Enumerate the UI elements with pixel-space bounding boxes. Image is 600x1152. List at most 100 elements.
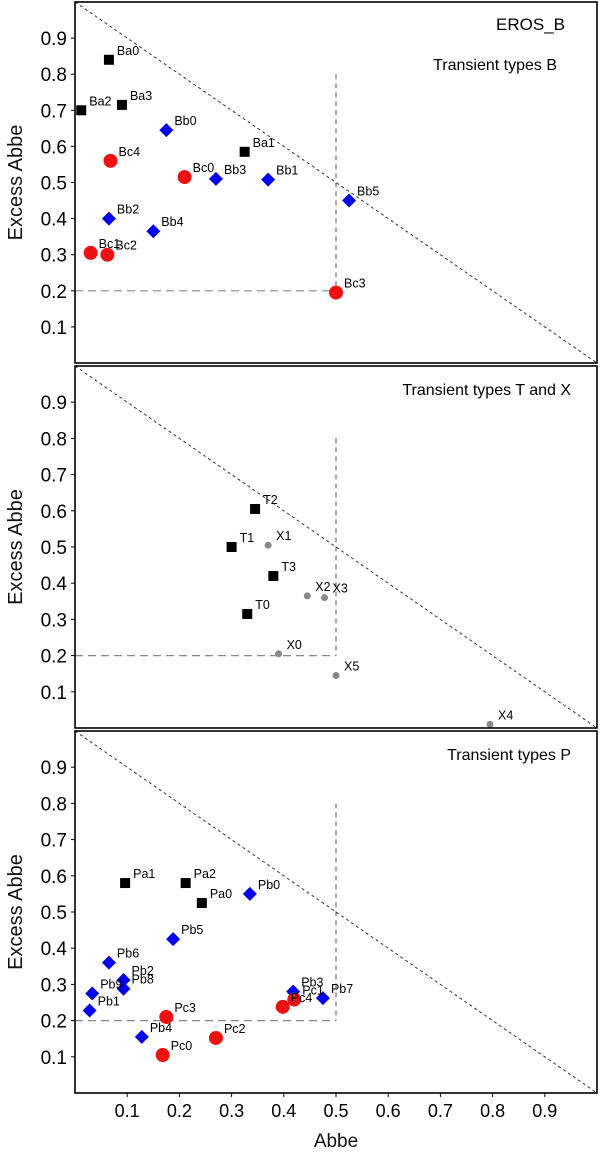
square-marker <box>239 146 250 157</box>
diamond-marker <box>82 1003 97 1018</box>
x-tick-label: 0.3 <box>219 1101 244 1121</box>
y-tick-label: 0.9 <box>41 758 67 779</box>
y-tick-label: 0.7 <box>41 466 67 487</box>
x-tick-label: 0.2 <box>167 1101 192 1121</box>
panel-2: 0.1 0.2 0.3 0.4 0.5 0.6 0.7 0.8 0.9 Excess Abbe Tr… <box>5 365 598 729</box>
square-marker <box>196 897 207 908</box>
point-label: Pb8 <box>132 973 154 987</box>
y-tick-label: 0.1 <box>41 683 67 704</box>
point-label: Pa1 <box>133 867 155 881</box>
diamond-marker <box>315 991 330 1006</box>
plot-frame <box>74 1 598 364</box>
point-label: Bb5 <box>357 185 379 199</box>
y-tick-label: 0.1 <box>41 1048 67 1069</box>
point-label: Pc2 <box>224 1022 246 1036</box>
y-tick-label: 0.4 <box>41 210 68 231</box>
diagonal-reference-line <box>74 1 598 364</box>
x-tick-label: 0.1 <box>115 1101 140 1121</box>
diamond-marker <box>208 171 223 186</box>
y-tick-label: 0.8 <box>41 65 67 86</box>
circle-marker <box>329 285 343 300</box>
dot-marker <box>275 650 283 658</box>
square-marker <box>180 878 191 889</box>
circle-marker <box>83 245 98 260</box>
circle-marker <box>159 1009 174 1024</box>
point-label: X5 <box>344 660 359 674</box>
point-label: Pb3 <box>301 976 323 990</box>
circle-marker <box>177 170 192 185</box>
x-tick-label: 0.9 <box>532 1101 557 1121</box>
circle-marker <box>287 992 302 1007</box>
y-axis-label: Excess Abbe <box>5 489 27 605</box>
point-label: Ba3 <box>130 89 152 103</box>
y-axis-label: Excess Abbe <box>5 854 27 970</box>
point-label: Bb0 <box>174 114 196 128</box>
y-tick-label: 0.4 <box>41 939 68 960</box>
point-label: X4 <box>498 708 513 722</box>
point-label: T3 <box>281 560 296 574</box>
y-tick-label: 0.8 <box>41 429 67 450</box>
panel-subtitle: Transient types T and X <box>402 382 571 399</box>
diamond-marker <box>116 981 131 996</box>
y-tick-label: 0.5 <box>41 538 67 559</box>
y-tick-label: 0.6 <box>41 137 67 158</box>
point-label: Pb1 <box>98 994 120 1008</box>
point-label: T2 <box>263 493 278 507</box>
point-label: Pb4 <box>150 1021 172 1035</box>
y-tick-label: 0.7 <box>41 101 67 122</box>
point-label: X2 <box>315 580 330 594</box>
y-tick-label: 0.6 <box>41 867 67 888</box>
point-label: Pa2 <box>194 867 216 881</box>
point-label: Pb7 <box>331 982 353 996</box>
point-label: Pc1 <box>302 984 324 998</box>
square-marker <box>250 503 261 514</box>
y-axis-label: Excess Abbe <box>5 125 27 241</box>
diamond-marker <box>146 224 161 239</box>
diamond-marker <box>166 932 181 947</box>
diamond-marker <box>261 172 276 187</box>
dot-marker <box>321 594 329 602</box>
point-label: Ba0 <box>117 44 139 58</box>
point-label: Bb2 <box>117 203 139 217</box>
plot-frame <box>74 365 598 729</box>
point-label: Bc2 <box>115 239 137 253</box>
square-marker <box>268 570 279 581</box>
dot-marker <box>264 541 272 549</box>
square-marker <box>103 54 114 65</box>
square-marker <box>120 878 131 889</box>
y-tick-label: 0.4 <box>41 574 68 595</box>
panel-subtitle: Transient types P <box>447 747 571 764</box>
point-label: Bc1 <box>99 237 121 251</box>
chart-title: EROS_B <box>496 15 565 34</box>
diagonal-reference-line <box>74 365 598 729</box>
diamond-marker <box>134 1029 149 1044</box>
panel-subtitle: Transient types B <box>433 57 557 74</box>
x-tick-label: 0.4 <box>271 1101 296 1121</box>
point-label: Bc0 <box>193 161 215 175</box>
circle-marker <box>208 1030 223 1045</box>
x-tick-label: 0.7 <box>428 1101 453 1121</box>
y-tick-label: 0.3 <box>41 610 67 631</box>
point-label: Bc4 <box>118 145 140 159</box>
point-label: Pb2 <box>132 964 154 978</box>
point-label: X3 <box>333 582 348 596</box>
diamond-marker <box>342 193 357 208</box>
x-axis-label: Abbe <box>314 1131 358 1152</box>
circle-marker <box>100 247 115 262</box>
point-label: Pc4 <box>291 991 313 1005</box>
x-tick-label: 0.6 <box>376 1101 401 1121</box>
circle-marker <box>103 153 118 168</box>
panel-3: 0.1 0.2 0.3 0.4 0.5 0.6 0.7 0.8 0.9 0.1 0.2 0.3 0.4 0… <box>5 730 598 1121</box>
dot-marker <box>486 720 494 728</box>
diamond-marker <box>242 886 257 901</box>
point-label: Pb6 <box>117 947 139 961</box>
y-tick-label: 0.6 <box>41 502 67 523</box>
square-marker <box>116 99 127 110</box>
y-tick-label: 0.9 <box>41 29 67 50</box>
plot-frame <box>74 730 598 1094</box>
diamond-marker <box>101 955 116 970</box>
point-label: Bb4 <box>161 215 183 229</box>
point-label: Bb1 <box>276 164 298 178</box>
circle-marker <box>275 999 290 1014</box>
